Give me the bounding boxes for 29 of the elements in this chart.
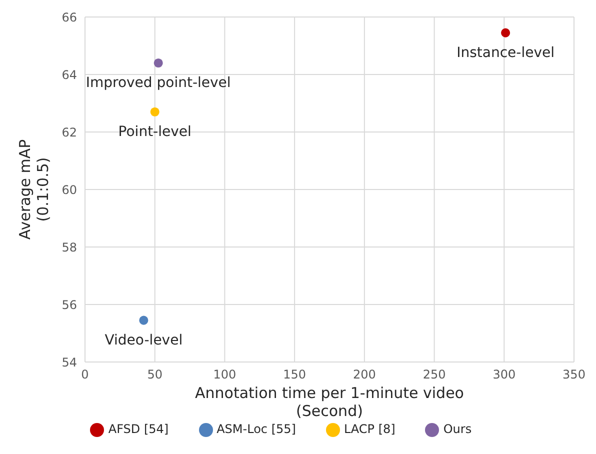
x-tick-label: 100 bbox=[213, 368, 236, 382]
legend-label: LACP [8] bbox=[344, 422, 396, 436]
annotation: Point-level bbox=[118, 124, 192, 140]
legend-label: Ours bbox=[443, 422, 472, 436]
point bbox=[154, 58, 163, 68]
y-tick-label: 64 bbox=[62, 68, 77, 82]
point bbox=[501, 28, 510, 38]
y-tick-label: 54 bbox=[62, 355, 77, 370]
y-axis-title: Average mAP (0.1:0.5) bbox=[16, 139, 52, 240]
point bbox=[150, 107, 160, 116]
y-tick-label: 66 bbox=[62, 10, 77, 24]
point bbox=[139, 316, 148, 325]
x-tick-label: 250 bbox=[422, 368, 446, 382]
x-tick-label: 0 bbox=[81, 368, 89, 382]
y-tick-label: 60 bbox=[62, 182, 77, 197]
x-axis-title: Annotation time per 1-minute video (Second) bbox=[195, 384, 464, 420]
legend-label: ASM-Loc [55] bbox=[216, 422, 296, 436]
x-tick-label: 350 bbox=[562, 368, 586, 382]
annotation: Improved point-level bbox=[86, 75, 231, 91]
x-tick-label: 200 bbox=[352, 368, 376, 382]
x-tick-label: 150 bbox=[283, 368, 306, 382]
legend-label: AFSD [54] bbox=[108, 422, 169, 436]
annotation: Video-level bbox=[104, 332, 183, 348]
y-tick-label: 56 bbox=[62, 298, 77, 312]
x-tick-label: 50 bbox=[147, 368, 162, 382]
annotation: Instance-level bbox=[456, 44, 554, 61]
y-tick-label: 58 bbox=[62, 240, 77, 254]
x-tick-label: 300 bbox=[492, 368, 516, 382]
y-tick-label: 62 bbox=[62, 125, 77, 140]
